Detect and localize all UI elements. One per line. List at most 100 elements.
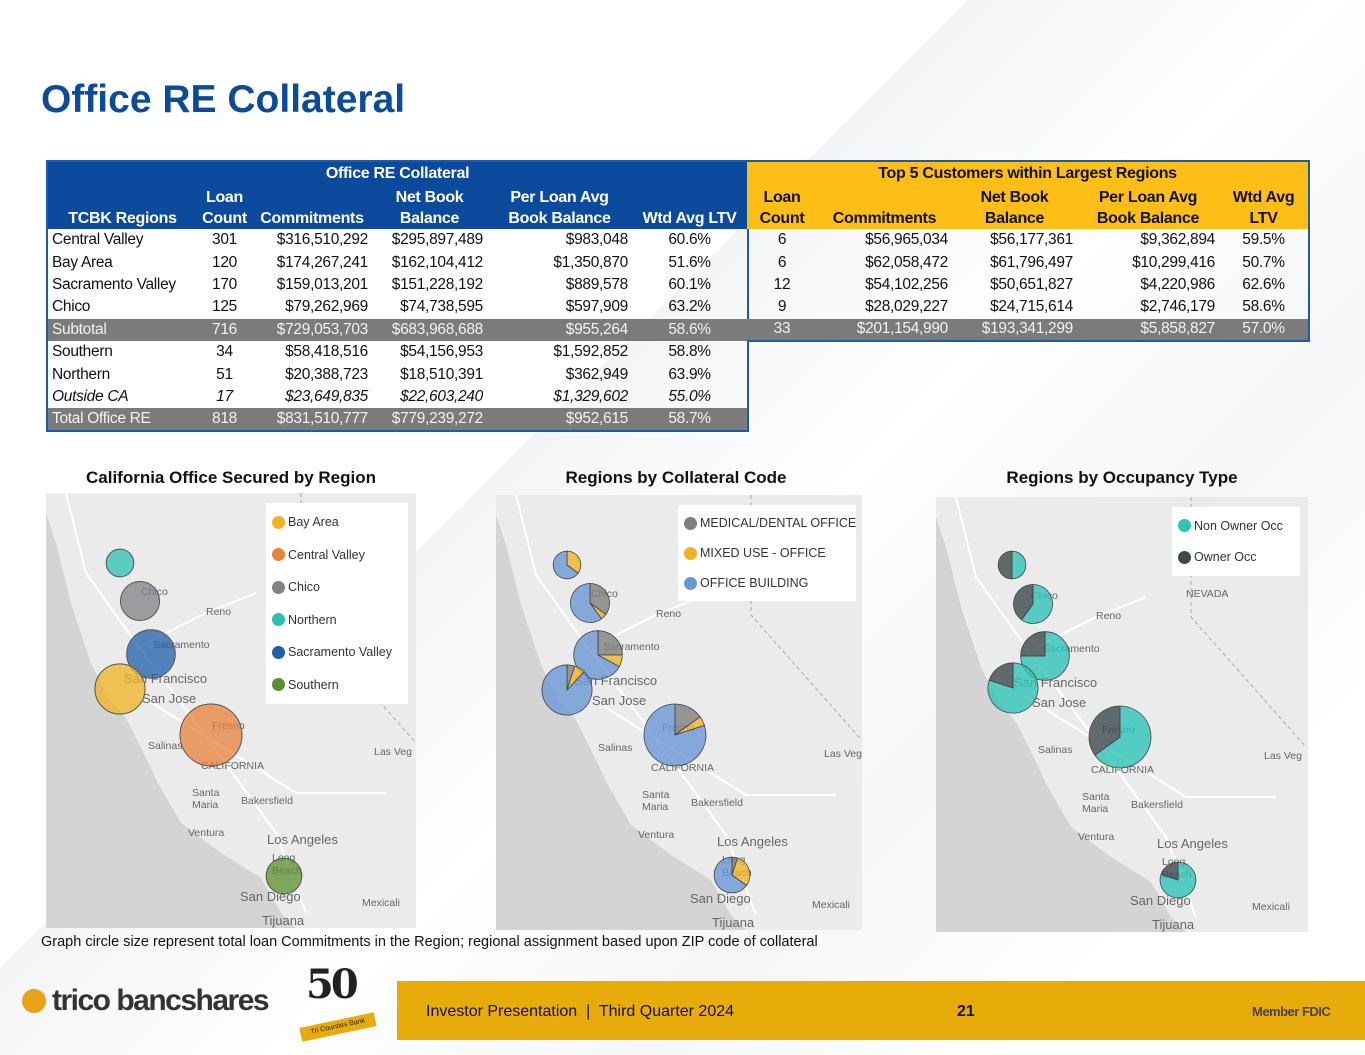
table-cell: 57.0% [1219,318,1310,341]
legend-item[interactable]: Non Owner Occ [1178,510,1294,542]
pie-slice-owner-occ[interactable] [1020,631,1046,657]
region-bubble-chico[interactable] [570,583,610,623]
region-bubble-bay-area[interactable] [987,662,1039,714]
city-label-salinas: Salinas [1038,744,1072,756]
table-row: Outside CA 17 $23,649,835 $22,603,240 $1,329… [47,386,748,408]
presentation-label: Investor Presentation | Third Quarter 20… [426,1003,735,1020]
table-cell: 62.6% [1242,275,1285,293]
region-bubble-sacramento-valley[interactable] [573,630,623,680]
region-bubble-bay-area[interactable] [94,663,146,715]
bubble[interactable] [119,580,161,622]
pie-slice-mixed-use-office[interactable] [731,857,751,887]
road [955,497,1197,918]
column-header: Per Loan Avg Book Balance [1077,185,1219,229]
bubble[interactable] [94,663,146,715]
region-bubble-southern[interactable] [713,856,751,894]
bubble[interactable] [179,703,243,767]
city-label-tij: Tijuana [712,915,755,930]
road [1025,696,1276,798]
pie-slice-non-owner-occ[interactable] [1020,584,1053,624]
table-cell: $597,909 [565,298,629,316]
legend-item[interactable]: Bay Area [272,506,402,539]
region-bubble-sacramento-valley[interactable] [126,629,176,679]
table-cell: Total Office RE [47,408,197,431]
table-cell: $23,649,835 [285,387,368,405]
trico-logo: trico bancshares [22,984,270,1018]
region-bubble-northern[interactable] [552,550,582,580]
table-cell: 60.1% [668,275,711,293]
region-bubble-southern[interactable] [265,857,303,895]
pie-slice-non-owner-occ[interactable] [1094,705,1152,769]
legend-item[interactable]: Chico [272,571,402,604]
pie-slice-owner-occ[interactable] [1013,584,1034,621]
bubble[interactable] [126,629,176,679]
pie-slice-owner-occ[interactable] [997,550,1013,580]
table-cell: 63.9% [668,365,711,383]
legend-item[interactable]: Sacramento Valley [272,636,402,669]
map-legend: Bay Area Central Valley Chico Northern Sacra… [266,503,408,704]
table-cell: 59.5% [1242,231,1285,249]
city-label-reno: Reno [1096,610,1121,622]
pie-slice-office-building[interactable] [552,550,579,580]
legend-dot-icon [272,548,285,562]
legend-item[interactable]: OFFICE BUILDING [684,568,850,598]
region-bubble-central-valley[interactable] [179,703,243,767]
legend-item[interactable]: Northern [272,604,402,637]
pie-slice-office-building[interactable] [643,703,707,767]
bubble[interactable] [105,548,135,578]
table-cell: $1,329,602 [553,387,628,405]
legend-item[interactable]: MIXED USE - OFFICE [684,538,850,568]
city-label-lv: Las Veg [1264,750,1302,762]
region-bubble-central-valley[interactable] [643,703,707,767]
pie-slice-mixed-use-office[interactable] [566,550,582,574]
table-cell: $58,418,516 [285,343,368,361]
table-cell: $162,104,412 [391,253,484,271]
pie-slice-office-building[interactable] [570,583,603,623]
legend-item[interactable]: Central Valley [272,539,402,572]
city-label-sm1: Santa [1082,791,1110,803]
table-cell: $9,362,894 [1140,231,1215,249]
region-bubble-central-valley[interactable] [1088,705,1152,769]
region-bubble-chico[interactable] [1013,584,1053,624]
region-bubble-bay-area[interactable] [541,664,593,716]
bubble[interactable] [265,857,303,895]
table-cell: $955,264 [487,318,632,341]
table-cell: 6 [777,231,787,249]
table-cell: $20,388,723 [285,365,368,383]
pie-slice-medical-dental-office[interactable] [589,583,610,616]
pie-slice-non-owner-occ[interactable] [987,662,1039,714]
city-label-ven: Ventura [188,827,224,839]
table-cell: $79,262,969 [285,298,368,316]
pie-slice-medical-dental-office[interactable] [597,630,623,656]
legend-label: Central Valley [288,547,365,562]
legend-label: Southern [288,677,339,692]
legend-dot-icon [1178,519,1191,533]
legend-dot-icon [1178,550,1191,564]
table-cell: $983,048 [565,231,629,249]
legend-item[interactable]: Southern [272,669,402,702]
table-cell: 60.6% [668,231,711,249]
pie-slice-owner-occ[interactable] [988,662,1014,689]
region-bubble-chico[interactable] [119,580,161,622]
map-title-collateral: Regions by Collateral Code [565,468,787,487]
pie-slice-office-building[interactable] [713,856,748,894]
pie-slice-office-building[interactable] [541,664,593,716]
table-cell: 33 [747,318,817,341]
office-re-collateral-table: Office RE Collateral TCBK Regions Loan Co… [46,160,750,432]
legend-item[interactable]: MEDICAL/DENTAL OFFICE [684,508,856,538]
pie-slice-owner-occ[interactable] [1160,861,1179,881]
region-bubble-northern[interactable] [997,550,1027,580]
table-cell: Chico [52,298,91,316]
region-bubble-southern[interactable] [1159,861,1197,899]
pie-slice-owner-occ[interactable] [1088,705,1121,756]
page-number: 21 [957,1003,975,1020]
table-row: 6 $56,965,034 $56,177,361 $9,362,894 59.5% [747,229,1309,251]
city-label-sm1: Santa [642,789,670,801]
legend-item[interactable]: Owner Occ [1178,542,1294,574]
region-bubble-northern[interactable] [105,548,135,578]
pie-slice-non-owner-occ[interactable] [1011,550,1027,580]
table-cell: 34 [216,343,233,361]
